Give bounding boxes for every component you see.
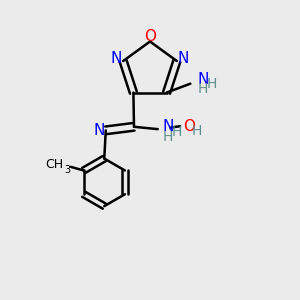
Text: H: H: [197, 82, 208, 96]
Text: O: O: [144, 29, 156, 44]
Text: N: N: [178, 51, 189, 66]
Text: H: H: [162, 130, 172, 144]
Text: O: O: [183, 119, 195, 134]
Text: H: H: [206, 77, 217, 91]
Text: N: N: [162, 119, 174, 134]
Text: N: N: [197, 72, 208, 87]
Text: H: H: [192, 124, 202, 138]
Text: 3: 3: [64, 165, 70, 175]
Text: H: H: [171, 124, 182, 139]
Text: N: N: [94, 123, 105, 138]
Text: CH: CH: [45, 158, 63, 171]
Text: N: N: [111, 51, 122, 66]
